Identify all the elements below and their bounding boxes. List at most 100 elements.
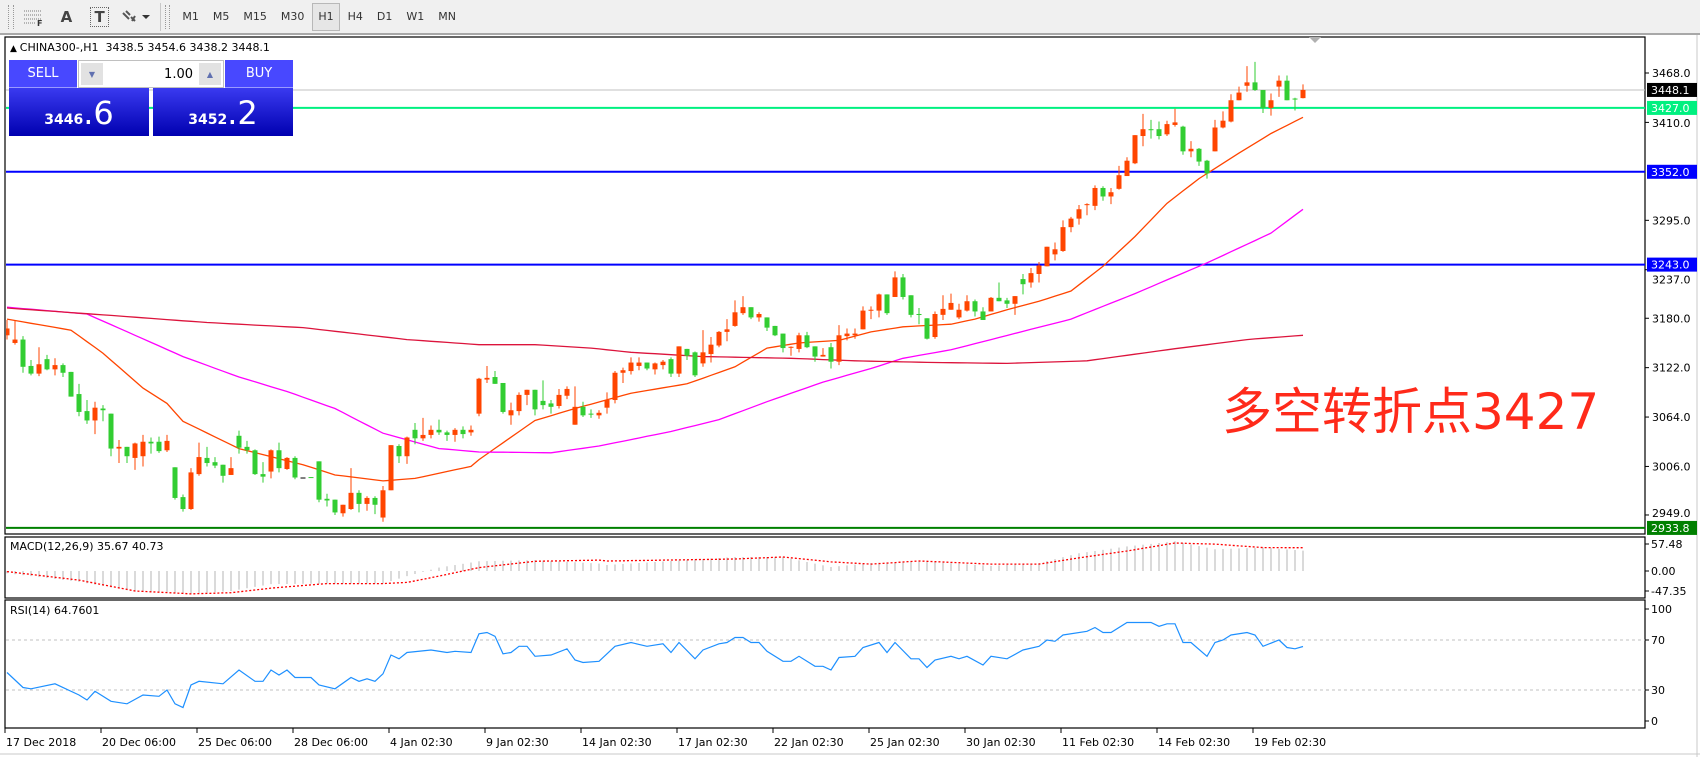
chevron-down-icon: ▼	[88, 69, 96, 79]
chart-annotation-text[interactable]: 多空转折点3427	[1222, 383, 1600, 441]
candle-body	[1220, 120, 1226, 128]
timeframe-d1[interactable]: D1	[376, 10, 393, 23]
ohlc-values: 3438.5 3454.6 3438.2 3448.1	[105, 41, 270, 54]
candle-body	[6, 328, 10, 336]
candle-body	[236, 435, 242, 448]
candle-body	[708, 344, 714, 355]
candle-body	[500, 382, 506, 412]
rsi-plot	[6, 621, 1645, 709]
candle-body	[932, 314, 938, 337]
macd-panel-frame	[4, 536, 1646, 599]
candle-body	[1108, 192, 1114, 197]
candle-body	[460, 429, 466, 435]
candle-body	[76, 394, 82, 412]
candle-body	[108, 413, 114, 449]
candle-body	[372, 497, 378, 505]
one-click-trading-panel: SELL ▼ 1.00 ▲ BUY 3446.6 3452.2	[9, 60, 293, 136]
sell-price-main: 3446	[44, 112, 84, 128]
candle-body	[1196, 148, 1202, 162]
macd-axis-label: 57.48	[1651, 538, 1683, 551]
time-axis-label: 28 Dec 06:00	[294, 736, 368, 749]
candle-body	[476, 378, 482, 414]
timeframe-h4[interactable]: H4	[347, 10, 363, 23]
toolbar-grip[interactable]	[8, 4, 14, 29]
candle-body	[1140, 129, 1146, 137]
timeframe-m30[interactable]: M30	[280, 10, 305, 23]
candle-body	[1164, 124, 1170, 135]
timeframe-m15[interactable]: M15	[243, 10, 267, 23]
candle-body	[860, 310, 866, 330]
lot-increase-button[interactable]: ▲	[199, 63, 221, 85]
candle-body	[148, 441, 154, 444]
candle-body	[1004, 300, 1010, 304]
candle-body	[332, 499, 338, 513]
candle-body	[644, 362, 650, 369]
toolbar-grip[interactable]	[164, 4, 171, 29]
candle-body	[436, 429, 442, 433]
timeframe-h1[interactable]: H1	[312, 2, 340, 31]
candle-body	[764, 317, 770, 328]
candle-body	[316, 461, 322, 500]
bid-line-price-tag	[1647, 82, 1697, 97]
candle-body	[444, 432, 450, 435]
toolbar: F A T M1 M5 M15 M30 H1 H4 D1 W1 MN	[0, 0, 1700, 35]
text-tool-button[interactable]: A	[53, 4, 80, 30]
candle-body	[924, 318, 930, 339]
candle-body	[84, 411, 90, 421]
candle-body	[1028, 273, 1034, 283]
lot-size-field[interactable]: ▼ 1.00 ▲	[78, 60, 224, 88]
period-separators-button[interactable]: F	[20, 4, 47, 30]
timeframe-m1[interactable]: M1	[182, 10, 199, 23]
candle-body	[140, 441, 146, 457]
candle-body	[348, 492, 354, 510]
candle-body	[260, 474, 266, 477]
candle-body	[524, 389, 530, 395]
candle-body	[700, 352, 706, 364]
sell-price-button[interactable]: 3446.6	[9, 88, 149, 136]
candle-body	[596, 412, 602, 416]
price-tick-label: 3180.0	[1652, 312, 1691, 325]
grid-f-icon: F	[24, 10, 43, 26]
chart-shift-marker-icon[interactable]	[1309, 37, 1321, 43]
candle-body	[796, 335, 802, 349]
candle-body	[12, 339, 18, 343]
candle-body	[732, 312, 738, 326]
sell-button[interactable]: SELL	[9, 60, 77, 88]
arrows-tool-button[interactable]	[119, 4, 152, 30]
triangle-up-icon[interactable]: ▲	[10, 44, 20, 54]
price-tick-label: 3295.0	[1652, 214, 1691, 227]
text-label-tool-button[interactable]: T	[86, 4, 113, 30]
candle-body	[692, 352, 698, 376]
candle-body	[340, 504, 346, 514]
candle-body	[228, 468, 234, 475]
buy-price-button[interactable]: 3452.2	[153, 88, 293, 136]
main-panel-frame	[4, 36, 1646, 535]
chart-header: ▲ CHINA300-,H1 3438.5 3454.6 3438.2 3448…	[10, 41, 270, 54]
time-axis-label: 11 Feb 02:30	[1062, 736, 1134, 749]
timeframe-m5[interactable]: M5	[212, 10, 230, 23]
candles	[6, 61, 1306, 522]
rsi-axis-label: 30	[1651, 684, 1665, 697]
buy-button[interactable]: BUY	[225, 60, 293, 88]
candle-body	[964, 301, 970, 311]
candle-body	[1052, 249, 1058, 255]
timeframe-w1[interactable]: W1	[406, 10, 425, 23]
candle-body	[884, 294, 890, 314]
candle-body	[68, 371, 74, 397]
candle-body	[1076, 209, 1082, 219]
lot-size-input[interactable]: 1.00	[164, 66, 193, 82]
candle-body	[724, 329, 730, 332]
level-2933-price-tag	[1647, 520, 1697, 535]
candle-body	[172, 467, 178, 498]
candle-body	[836, 335, 842, 362]
candle-body	[572, 406, 578, 425]
candle-body	[388, 445, 394, 491]
candle-body	[180, 497, 186, 510]
lot-decrease-button[interactable]: ▼	[81, 63, 103, 85]
candle-body	[900, 277, 906, 297]
time-axis-label: 14 Jan 02:30	[582, 736, 652, 749]
timeframe-mn[interactable]: MN	[438, 10, 456, 23]
candle-body	[956, 309, 962, 318]
candle-body	[164, 440, 170, 451]
